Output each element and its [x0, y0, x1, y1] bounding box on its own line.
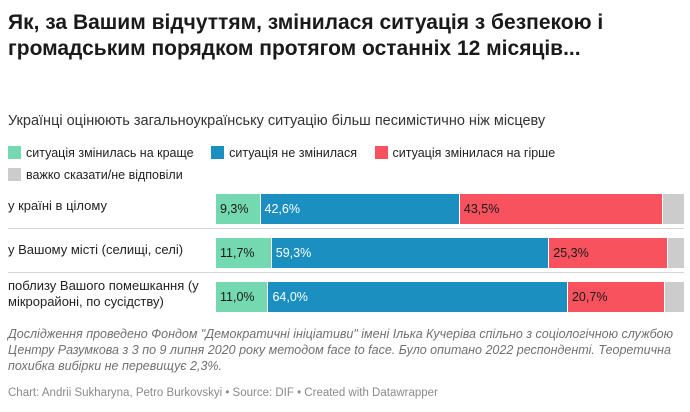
- row-label: у країні в цілому: [8, 198, 107, 213]
- bar-segment-worse: 20,7%: [566, 282, 664, 312]
- bar-segment-better: 9,3%: [216, 194, 260, 224]
- legend-item-better: ситуація змінилась на краще: [8, 142, 194, 164]
- row-label: у Вашому місті (селищі, селі): [8, 242, 184, 257]
- bar-segment-hard-to-say: [666, 238, 684, 268]
- bar-value-label: 20,7%: [571, 290, 608, 304]
- legend-swatch-unchanged: [211, 146, 225, 159]
- bar-segment-hard-to-say: [663, 282, 684, 312]
- legend-label-worse: ситуація змінилася на гірше: [392, 146, 556, 160]
- methodology-note: Дослідження проведено Фондом "Демократич…: [8, 327, 673, 373]
- stacked-bar: 11,0% 64,0% 20,7%: [216, 282, 684, 312]
- chart-title: Як, за Вашим відчуттям, змінилася ситуац…: [8, 11, 604, 60]
- row-divider: [8, 228, 684, 229]
- legend-swatch-better: [8, 146, 21, 159]
- bar-row: поблизу Вашого помешкання (у мікрорайоні…: [0, 276, 690, 320]
- bar-segment-worse: 25,3%: [548, 238, 667, 268]
- bar-value-label: 59,3%: [275, 246, 312, 260]
- legend-label-better: ситуація змінилась на краще: [26, 146, 194, 160]
- legend-swatch-hard-to-say: [8, 168, 21, 181]
- bar-segment-unchanged: 64,0%: [267, 282, 567, 312]
- bar-value-label: 9,3%: [220, 202, 249, 216]
- legend-item-unchanged: ситуація не змінилася: [211, 142, 357, 164]
- bar-segment-better: 11,0%: [216, 282, 268, 312]
- bar-segment-better: 11,7%: [216, 238, 271, 268]
- bar-value-label: 25,3%: [553, 246, 589, 260]
- legend-swatch-worse: [374, 146, 388, 159]
- bar-value-label: 43,5%: [463, 202, 500, 216]
- bar-value-label: 11,7%: [220, 246, 255, 260]
- stacked-bar: 9,3% 42,6% 43,5%: [216, 194, 684, 224]
- bar-value-label: 64,0%: [272, 290, 308, 304]
- bar-segment-unchanged: 42,6%: [259, 194, 459, 224]
- row-label: поблизу Вашого помешкання (у мікрорайоні…: [8, 278, 199, 309]
- bar-row: у країні в цілому 9,3% 42,6% 43,5%: [0, 188, 690, 232]
- bar-segment-unchanged: 59,3%: [270, 238, 549, 268]
- bar-segment-worse: 43,5%: [458, 194, 663, 224]
- legend-item-worse: ситуація змінилася на гірше: [374, 142, 556, 164]
- stacked-bar: 11,7% 59,3% 25,3%: [216, 238, 684, 268]
- chart-credit: Chart: Andrii Sukharyna, Petro Burkovsky…: [8, 387, 438, 399]
- chart-subtitle: Українці оцінюють загальноукраїнську сит…: [8, 113, 546, 129]
- row-divider: [8, 272, 684, 273]
- legend-item-hard-to-say: важко сказати/не відповіли: [8, 164, 183, 186]
- bar-row: у Вашому місті (селищі, селі) 11,7% 59,3%…: [0, 232, 690, 276]
- legend-label-unchanged: ситуація не змінилася: [229, 146, 358, 160]
- legend: ситуація змінилась на краще ситуація не …: [8, 142, 684, 186]
- legend-label-hard-to-say: важко сказати/не відповіли: [26, 168, 183, 182]
- bar-segment-hard-to-say: [662, 194, 684, 224]
- bar-value-label: 11,0%: [220, 290, 255, 304]
- bar-value-label: 42,6%: [264, 202, 300, 216]
